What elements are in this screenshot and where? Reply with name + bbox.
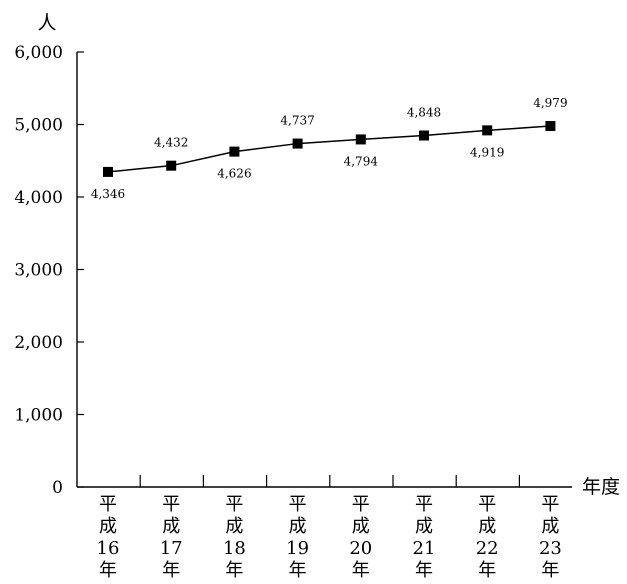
y-axis-ticks: 0 1,000 2,000 3,000 4,000 5,000 6,000 bbox=[14, 43, 84, 498]
x-category-label: 23 bbox=[539, 538, 562, 559]
x-category-label: 成 bbox=[541, 516, 559, 537]
y-tick-label: 1,000 bbox=[14, 406, 63, 426]
x-category-label: 成 bbox=[352, 516, 370, 537]
data-point-marker bbox=[482, 125, 493, 136]
data-label: 4,848 bbox=[407, 106, 441, 120]
data-label: 4,979 bbox=[533, 96, 567, 110]
data-point-marker bbox=[292, 138, 303, 149]
series-line bbox=[107, 125, 551, 173]
x-category-label: 年 bbox=[352, 560, 370, 581]
x-category-label: 19 bbox=[286, 538, 309, 559]
x-category-label: 平 bbox=[99, 494, 117, 515]
x-category-label: 成 bbox=[162, 516, 180, 537]
data-label: 4,794 bbox=[344, 154, 379, 168]
x-category-label: 成 bbox=[99, 516, 117, 537]
x-category-label: 平 bbox=[162, 494, 180, 515]
x-category-label: 16 bbox=[97, 538, 120, 559]
x-category-label: 平 bbox=[415, 494, 433, 515]
y-tick-label: 3,000 bbox=[14, 261, 63, 281]
y-tick-label: 0 bbox=[52, 478, 63, 498]
data-label: 4,432 bbox=[154, 136, 188, 150]
x-category-label: 年 bbox=[225, 560, 243, 581]
x-axis-unit-label: 年度 bbox=[582, 476, 620, 498]
x-category-label: 18 bbox=[223, 538, 246, 559]
data-point-marker bbox=[103, 166, 113, 177]
y-tick-label: 4,000 bbox=[14, 188, 63, 208]
x-category-label: 年 bbox=[415, 560, 433, 581]
data-labels: 4,346 4,432 4,626 4,737 4,794 4,848 4,919 4,979 bbox=[91, 96, 568, 201]
data-point-marker bbox=[545, 121, 556, 132]
y-tick-label: 6,000 bbox=[14, 43, 63, 63]
data-label: 4,346 bbox=[91, 187, 125, 201]
data-point-marker bbox=[166, 160, 177, 171]
y-tick-label: 5,000 bbox=[14, 116, 63, 136]
x-category-label: 年 bbox=[289, 560, 307, 581]
x-category-label: 平 bbox=[289, 494, 307, 515]
x-axis-ticks bbox=[139, 475, 521, 487]
x-category-label: 成 bbox=[415, 516, 433, 537]
x-category-label: 成 bbox=[478, 516, 496, 537]
x-category-label: 平 bbox=[225, 494, 243, 515]
x-category-label: 年 bbox=[541, 560, 559, 581]
y-axis-unit-label: 人 bbox=[37, 12, 56, 34]
x-category-label: 年 bbox=[478, 560, 496, 581]
x-category-label: 年 bbox=[162, 560, 180, 581]
data-point-marker bbox=[355, 134, 366, 145]
x-category-label: 20 bbox=[349, 538, 372, 559]
x-category-label: 平 bbox=[478, 494, 496, 515]
data-point-marker bbox=[229, 146, 240, 157]
series-line-group bbox=[103, 121, 556, 177]
x-category-label: 17 bbox=[160, 538, 183, 559]
x-category-label: 平 bbox=[352, 494, 370, 515]
data-label: 4,737 bbox=[280, 114, 314, 128]
x-category-label: 成 bbox=[289, 516, 307, 537]
data-label: 4,626 bbox=[217, 167, 251, 181]
data-point-marker bbox=[419, 130, 429, 141]
data-label: 4,919 bbox=[470, 145, 504, 159]
axes bbox=[76, 52, 572, 488]
x-category-label: 22 bbox=[476, 538, 499, 559]
x-category-label: 21 bbox=[413, 538, 436, 559]
x-category-label: 年 bbox=[99, 560, 117, 581]
y-tick-label: 2,000 bbox=[14, 333, 63, 353]
x-category-label: 成 bbox=[225, 516, 243, 537]
x-category-label: 平 bbox=[541, 494, 559, 515]
